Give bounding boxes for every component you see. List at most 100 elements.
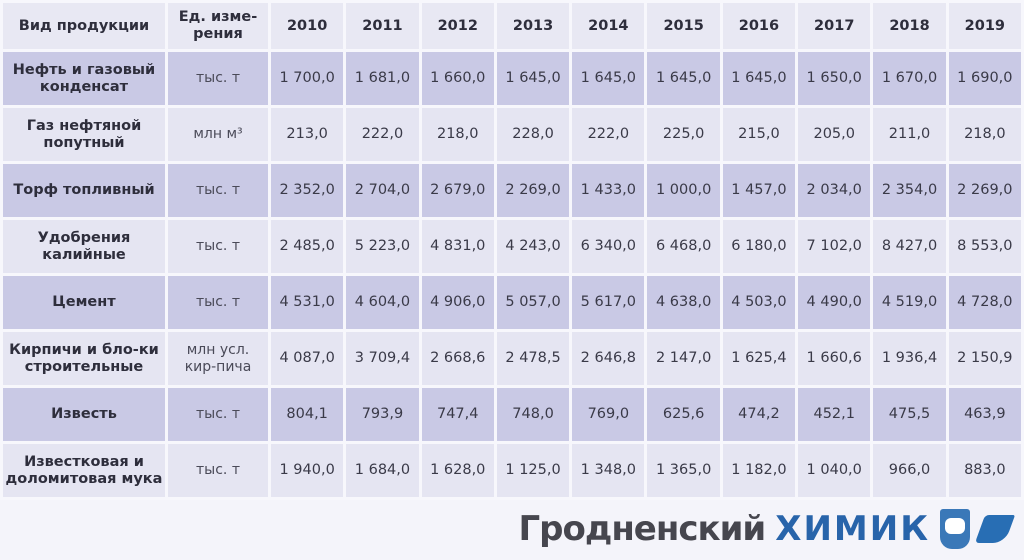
value-cell: 1 690,0 xyxy=(945,49,1024,108)
value-cell: 2 269,0 xyxy=(945,161,1024,220)
value-cell: 1 681,0 xyxy=(343,49,422,108)
value-cell: 5 223,0 xyxy=(343,217,422,276)
header-year: 2018 xyxy=(870,0,949,52)
value-cell: 222,0 xyxy=(343,105,422,164)
value-cell: 1 700,0 xyxy=(267,49,347,108)
value-cell: 1 684,0 xyxy=(343,441,422,500)
value-cell: 1 936,4 xyxy=(870,329,949,388)
table-row: Кирпичи и бло-ки строительные млн усл. ки… xyxy=(0,329,1024,388)
header-year: 2012 xyxy=(418,0,497,52)
product-name-cell: Газ нефтяной попутный xyxy=(0,105,168,164)
value-cell: 2 668,6 xyxy=(418,329,497,388)
value-cell: 2 354,0 xyxy=(870,161,949,220)
value-cell: 1 182,0 xyxy=(719,441,799,500)
value-cell: 2 646,8 xyxy=(569,329,648,388)
header-year: 2010 xyxy=(267,0,347,52)
value-cell: 1 125,0 xyxy=(493,441,573,500)
value-cell: 452,1 xyxy=(795,385,874,444)
unit-cell: тыс. т xyxy=(165,49,271,108)
value-cell: 793,9 xyxy=(343,385,422,444)
value-cell: 475,5 xyxy=(870,385,949,444)
header-year: 2019 xyxy=(945,0,1024,52)
value-cell: 4 604,0 xyxy=(343,273,422,332)
value-cell: 4 243,0 xyxy=(493,217,573,276)
value-cell: 213,0 xyxy=(267,105,347,164)
value-cell: 5 617,0 xyxy=(569,273,648,332)
unit-cell: тыс. т xyxy=(165,273,271,332)
value-cell: 1 645,0 xyxy=(644,49,723,108)
value-cell: 1 000,0 xyxy=(644,161,723,220)
header-row: Вид продукции Ед. изме-рения 2010 2011 2… xyxy=(0,0,1024,52)
value-cell: 218,0 xyxy=(945,105,1024,164)
watermark-logo: Гродненский ХИМИК xyxy=(519,500,1016,558)
value-cell: 769,0 xyxy=(569,385,648,444)
product-name-cell: Удобрения калийные xyxy=(0,217,168,276)
value-cell: 211,0 xyxy=(870,105,949,164)
logo-swoosh-icon xyxy=(974,515,1016,543)
value-cell: 2 352,0 xyxy=(267,161,347,220)
unit-cell: тыс. т xyxy=(165,217,271,276)
value-cell: 1 660,0 xyxy=(418,49,497,108)
unit-cell: тыс. т xyxy=(165,161,271,220)
value-cell: 5 057,0 xyxy=(493,273,573,332)
value-cell: 2 147,0 xyxy=(644,329,723,388)
value-cell: 205,0 xyxy=(795,105,874,164)
value-cell: 4 728,0 xyxy=(945,273,1024,332)
unit-cell: тыс. т xyxy=(165,441,271,500)
unit-cell: млн усл. кир-пича xyxy=(165,329,271,388)
table-row: Газ нефтяной попутный млн м³ 213,0 222,0 218… xyxy=(0,105,1024,164)
value-cell: 1 433,0 xyxy=(569,161,648,220)
value-cell: 4 638,0 xyxy=(644,273,723,332)
value-cell: 1 645,0 xyxy=(569,49,648,108)
value-cell: 2 478,5 xyxy=(493,329,573,388)
value-cell: 966,0 xyxy=(870,441,949,500)
value-cell: 6 468,0 xyxy=(644,217,723,276)
watermark-logo-text-2: ХИМИК xyxy=(775,509,930,549)
value-cell: 4 519,0 xyxy=(870,273,949,332)
value-cell: 4 831,0 xyxy=(418,217,497,276)
value-cell: 218,0 xyxy=(418,105,497,164)
value-cell: 747,4 xyxy=(418,385,497,444)
table-row: Известь тыс. т 804,1 793,9 747,4 748,0 769,0 62… xyxy=(0,385,1024,444)
value-cell: 225,0 xyxy=(644,105,723,164)
bison-crest-icon xyxy=(940,509,970,549)
value-cell: 1 670,0 xyxy=(870,49,949,108)
value-cell: 6 180,0 xyxy=(719,217,799,276)
value-cell: 1 940,0 xyxy=(267,441,347,500)
product-name-cell: Известь xyxy=(0,385,168,444)
product-name-cell: Известковая и доломитовая мука xyxy=(0,441,168,500)
value-cell: 222,0 xyxy=(569,105,648,164)
value-cell: 4 490,0 xyxy=(795,273,874,332)
header-year: 2013 xyxy=(493,0,573,52)
value-cell: 748,0 xyxy=(493,385,573,444)
header-year: 2011 xyxy=(343,0,422,52)
value-cell: 1 348,0 xyxy=(569,441,648,500)
value-cell: 4 087,0 xyxy=(267,329,347,388)
value-cell: 7 102,0 xyxy=(795,217,874,276)
value-cell: 804,1 xyxy=(267,385,347,444)
unit-cell: тыс. т xyxy=(165,385,271,444)
value-cell: 1 040,0 xyxy=(795,441,874,500)
value-cell: 1 650,0 xyxy=(795,49,874,108)
value-cell: 4 503,0 xyxy=(719,273,799,332)
product-name-cell: Нефть и газовый конденсат xyxy=(0,49,168,108)
value-cell: 2 485,0 xyxy=(267,217,347,276)
value-cell: 1 660,6 xyxy=(795,329,874,388)
value-cell: 1 645,0 xyxy=(719,49,799,108)
value-cell: 2 679,0 xyxy=(418,161,497,220)
header-unit: Ед. изме-рения xyxy=(165,0,271,52)
product-name-cell: Кирпичи и бло-ки строительные xyxy=(0,329,168,388)
value-cell: 3 709,4 xyxy=(343,329,422,388)
header-year: 2014 xyxy=(569,0,648,52)
value-cell: 4 531,0 xyxy=(267,273,347,332)
value-cell: 474,2 xyxy=(719,385,799,444)
value-cell: 2 150,9 xyxy=(945,329,1024,388)
value-cell: 625,6 xyxy=(644,385,723,444)
value-cell: 215,0 xyxy=(719,105,799,164)
production-table: Вид продукции Ед. изме-рения 2010 2011 2… xyxy=(0,0,1024,500)
value-cell: 1 457,0 xyxy=(719,161,799,220)
